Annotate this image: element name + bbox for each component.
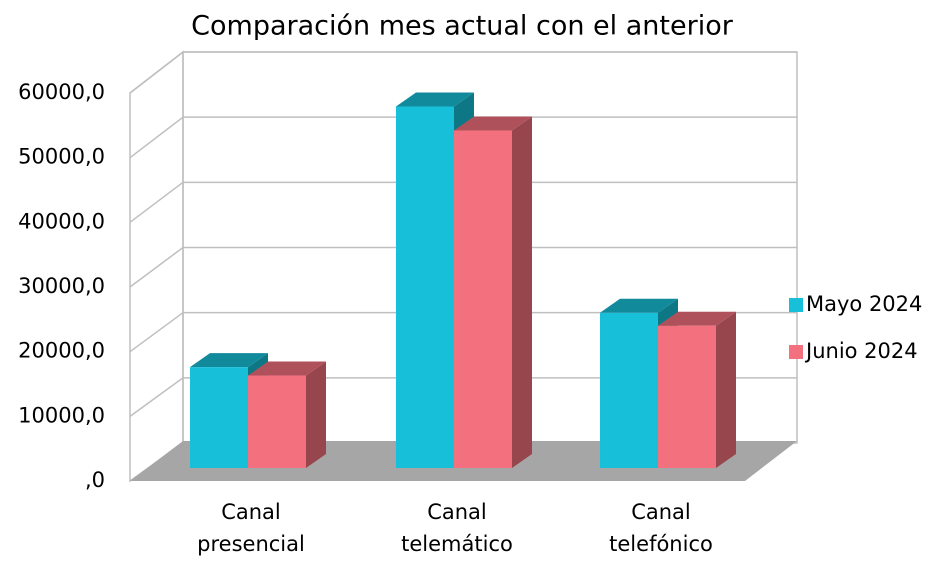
x-tick-label-line: Canal xyxy=(427,500,487,524)
bar-front xyxy=(248,375,306,468)
grid-line xyxy=(129,116,184,159)
legend-label: Mayo 2024 xyxy=(806,292,922,316)
legend-swatch xyxy=(789,298,803,312)
y-tick-label: 20000,0 xyxy=(18,339,105,363)
grid-line xyxy=(129,377,184,417)
bar-side xyxy=(306,361,326,468)
x-tick-label-line: Canal xyxy=(221,500,281,524)
y-tick-label: 50000,0 xyxy=(18,145,105,169)
y-tick-label: 30000,0 xyxy=(18,274,105,298)
legend-swatch xyxy=(789,345,803,359)
x-tick-label-line: Canal xyxy=(631,500,691,524)
chart-title: Comparación mes actual con el anterior xyxy=(191,11,734,42)
bar-top xyxy=(600,298,678,313)
bar xyxy=(248,361,326,468)
bar-front xyxy=(454,130,512,468)
bar-front xyxy=(600,312,658,468)
y-tick-label: ,0 xyxy=(85,468,105,492)
x-tick-label-line: presencial xyxy=(197,532,305,556)
legend-label: Junio 2024 xyxy=(804,339,918,363)
bar-front xyxy=(190,367,248,468)
x-tick-label: Canal telefónico xyxy=(609,500,713,556)
bar-top xyxy=(248,361,326,376)
bar-front xyxy=(658,325,716,468)
y-tick-label: 40000,0 xyxy=(18,209,105,233)
x-tick-label: Canal telemático xyxy=(401,500,513,556)
bar-front xyxy=(396,106,454,468)
x-tick-label-line: telefónico xyxy=(609,532,713,556)
grid-line xyxy=(129,181,184,223)
bar-side xyxy=(512,116,532,468)
bar xyxy=(658,311,736,468)
bar-side xyxy=(716,311,736,468)
bar-top xyxy=(658,311,736,326)
y-tick-label: 10000,0 xyxy=(18,403,105,427)
bar-top xyxy=(396,92,474,107)
grid-line xyxy=(129,246,184,288)
bar xyxy=(454,116,532,468)
bar-top xyxy=(190,353,268,368)
grid-line xyxy=(129,51,184,94)
x-tick-label: Canal presencial xyxy=(197,500,305,556)
y-tick-label: 60000,0 xyxy=(18,80,105,104)
grid-line xyxy=(129,312,184,353)
x-tick-label-line: telemático xyxy=(401,532,513,556)
bar-top xyxy=(454,116,532,131)
